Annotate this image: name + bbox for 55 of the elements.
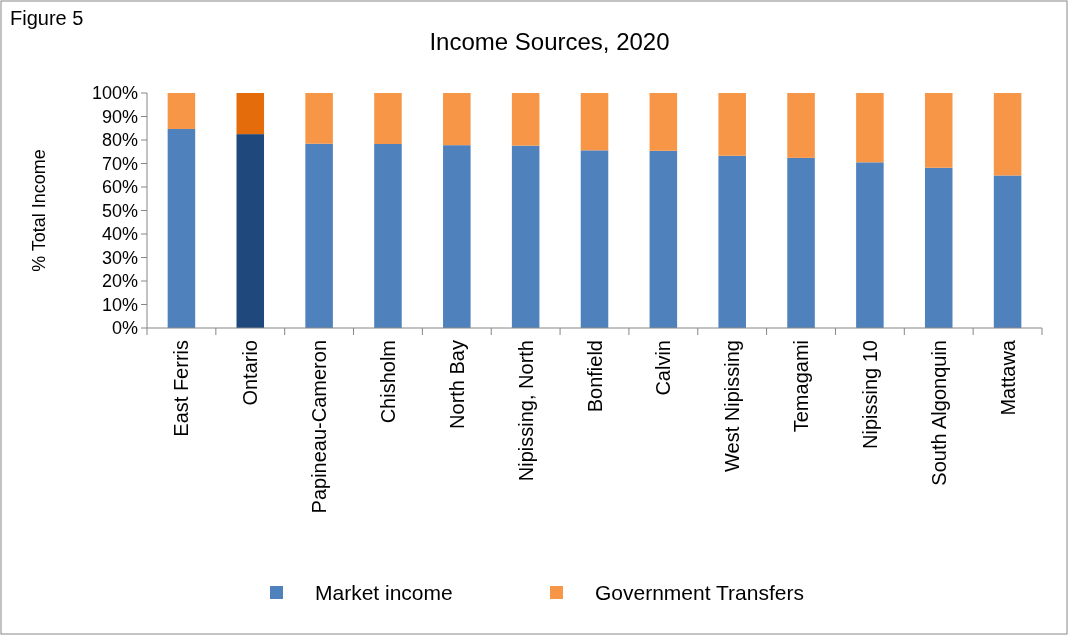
y-tick-label: 10% <box>101 294 138 315</box>
y-tick-label: 90% <box>101 106 138 127</box>
legend-label: Market income <box>315 581 453 604</box>
bar <box>718 155 746 328</box>
bar <box>443 145 471 328</box>
bar <box>856 93 884 163</box>
y-axis-title: % Total Income <box>29 149 49 272</box>
y-tick-label: 30% <box>101 247 138 268</box>
x-tick-label: Nipissing, North <box>514 340 537 482</box>
bar <box>511 93 540 146</box>
x-tick-label: Temagami <box>790 340 813 433</box>
y-tick-label: 20% <box>101 271 138 291</box>
y-tick-label: 80% <box>101 130 138 150</box>
bar <box>856 162 884 328</box>
bar <box>993 175 1022 328</box>
legend-label: Government Transfers <box>595 581 804 604</box>
bar <box>924 93 953 168</box>
x-tick-label: Bonfield <box>583 340 606 413</box>
bar <box>924 167 953 328</box>
y-tick-label: 60% <box>101 177 138 197</box>
y-tick-label: 100% <box>91 83 138 103</box>
bar <box>787 93 815 158</box>
x-tick-label: Nipissing 10 <box>858 340 881 449</box>
x-tick-label: South Algonquin <box>927 340 950 486</box>
bar <box>649 93 678 151</box>
bar <box>236 93 265 135</box>
bar <box>374 93 402 144</box>
bar <box>167 93 196 129</box>
x-tick-label: Calvin <box>652 340 675 396</box>
bar <box>305 93 333 144</box>
x-tick-label: Chisholm <box>376 340 399 424</box>
x-tick-label: Mattawa <box>996 339 1019 416</box>
x-tick-label: West Nipissing <box>721 340 744 472</box>
bar <box>305 143 333 328</box>
bar <box>580 150 609 328</box>
y-tick-label: 70% <box>101 153 138 174</box>
bar <box>511 145 540 328</box>
bar <box>374 144 402 328</box>
x-tick-label: North Bay <box>445 340 468 429</box>
bar <box>649 150 678 328</box>
bar <box>443 93 471 146</box>
bar <box>236 134 265 328</box>
bar <box>167 128 196 328</box>
y-tick-label: 50% <box>101 200 138 221</box>
bar <box>718 93 746 156</box>
bar <box>787 157 815 328</box>
bar <box>993 93 1022 176</box>
caption: Figure 5 <box>10 7 84 29</box>
x-tick-label: Papineau-Cameron <box>308 340 331 514</box>
y-tick-label: 0% <box>111 318 138 338</box>
x-tick-label: East Ferris <box>170 340 193 437</box>
chart-title: Income Sources, 2020 <box>429 28 670 55</box>
x-tick-label: Ontario <box>239 340 262 406</box>
y-tick-label: 40% <box>101 224 138 244</box>
bar <box>580 93 609 151</box>
